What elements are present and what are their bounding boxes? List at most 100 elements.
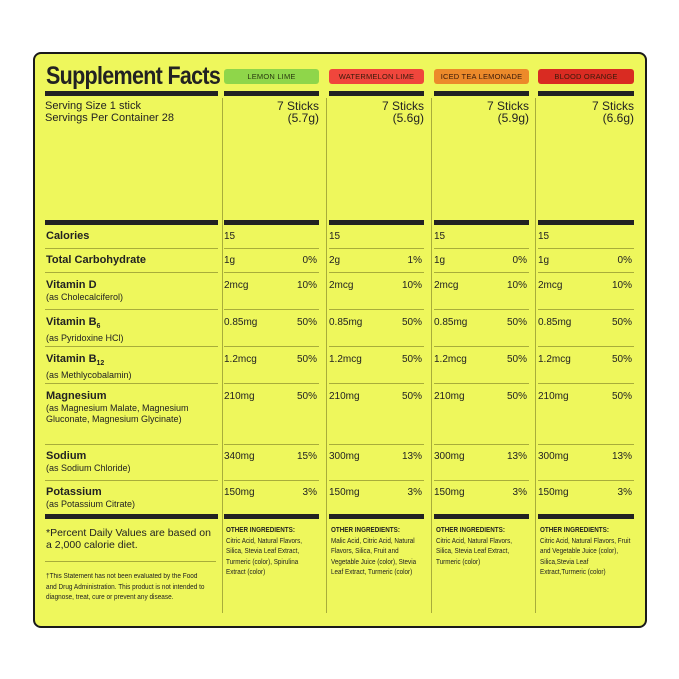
- nutrient-label: Total Carbohydrate: [46, 254, 221, 267]
- row-divider: [434, 272, 529, 273]
- daily-value-note: *Percent Daily Values are based on a 2,0…: [46, 527, 211, 551]
- nutrient-label: Magnesium (as Magnesium Malate, Magnesium…: [46, 390, 221, 425]
- row-divider: [538, 383, 634, 384]
- nutrient-name: Magnesium: [46, 390, 107, 402]
- nutrient-label: Vitamin B6 (as Pyridoxine HCl): [46, 316, 221, 344]
- ingredients-list: Citric Acid, Natural Flavors, Silica, St…: [436, 537, 512, 566]
- divider: [329, 220, 424, 225]
- column-divider: [431, 98, 432, 613]
- nutrient-subscript: 6: [96, 323, 101, 331]
- nutrient-name: Total Carbohydrate: [46, 254, 147, 266]
- other-ingredients: OTHER INGREDIENTS: Citric Acid, Natural F…: [226, 526, 317, 579]
- amount: 210mg: [434, 391, 465, 402]
- fda-disclaimer: †This Statement has not been evaluated b…: [46, 573, 205, 601]
- amount: 1.2mcg: [329, 354, 362, 365]
- row-divider: [538, 248, 634, 249]
- row-divider: [45, 248, 218, 249]
- row-divider: [538, 444, 634, 445]
- divider: [45, 220, 218, 225]
- row-divider: [224, 383, 319, 384]
- nutrient-name: Vitamin D: [46, 279, 97, 291]
- row-divider: [538, 309, 634, 310]
- row-divider: [434, 383, 529, 384]
- column-divider: [326, 98, 327, 613]
- row-divider: [434, 346, 529, 347]
- amount: 15: [224, 231, 236, 242]
- row-divider: [329, 309, 424, 310]
- flavor-serving: 7 Sticks (5.7g): [224, 100, 319, 124]
- divider: [329, 514, 424, 519]
- daily-value-percent: 50%: [506, 317, 527, 328]
- daily-value-percent: 13%: [611, 451, 632, 462]
- nutrient-label: Calories: [46, 230, 221, 243]
- column-divider: [222, 98, 223, 613]
- row-divider: [329, 444, 424, 445]
- daily-value-percent: 0%: [617, 255, 632, 266]
- nutrient-label: Vitamin B12 (as Methlycobalamin): [46, 353, 221, 381]
- nutrient-label: Potassium (as Potassium Citrate): [46, 486, 221, 510]
- divider: [329, 91, 424, 96]
- nutrient-source: (as Potassium Citrate): [46, 499, 136, 509]
- daily-value-percent: 50%: [506, 391, 527, 402]
- row-divider: [224, 248, 319, 249]
- amount: 1.2mcg: [224, 354, 257, 365]
- flavor-badge: Watermelon Lime: [329, 69, 424, 84]
- row-divider: [434, 480, 529, 481]
- other-ingredients: OTHER INGREDIENTS: Citric Acid, Natural F…: [540, 526, 632, 579]
- divider: [434, 220, 529, 225]
- nutrient-source: (as Pyridoxine HCl): [46, 333, 124, 344]
- daily-value-percent: 50%: [401, 317, 422, 328]
- amount: 15: [538, 231, 550, 242]
- row-divider: [45, 444, 218, 445]
- amount: 150mg: [329, 487, 360, 498]
- serving-sticks: 7 Sticks: [486, 99, 529, 113]
- amount: 340mg: [224, 451, 255, 462]
- daily-value-percent: 3%: [302, 487, 317, 498]
- other-ingredients-label: OTHER INGREDIENTS:: [436, 527, 505, 534]
- amount: 15: [434, 231, 446, 242]
- row-divider: [45, 272, 218, 273]
- amount: 150mg: [538, 487, 569, 498]
- nutrient-name: Sodium: [46, 450, 87, 462]
- daily-value-percent: 50%: [611, 354, 632, 365]
- daily-value-percent: 13%: [506, 451, 527, 462]
- amount: 2g: [329, 255, 341, 266]
- amount: 150mg: [434, 487, 465, 498]
- row-divider: [45, 383, 218, 384]
- amount: 1.2mcg: [434, 354, 467, 365]
- divider: [224, 91, 319, 96]
- ingredients-list: Malic Acid, Citric Acid, Natural Flavors…: [331, 537, 417, 577]
- row-divider: [45, 480, 218, 481]
- amount: 0.85mg: [329, 317, 363, 328]
- daily-value-percent: 10%: [611, 280, 632, 291]
- daily-value-percent: 3%: [617, 487, 632, 498]
- amount: 2mcg: [538, 280, 563, 291]
- serving-size: Serving Size 1 stick: [45, 100, 141, 112]
- nutrient-label: Sodium (as Sodium Chloride): [46, 450, 221, 474]
- amount: 2mcg: [434, 280, 459, 291]
- row-divider: [538, 480, 634, 481]
- row-divider: [224, 480, 319, 481]
- flavor-badge: Blood Orange: [538, 69, 634, 84]
- daily-value-percent: 0%: [302, 255, 317, 266]
- divider: [224, 220, 319, 225]
- flavor-serving: 7 Sticks (5.6g): [329, 100, 424, 124]
- daily-value-percent: 50%: [296, 317, 317, 328]
- nutrient-label: Vitamin D (as Cholecalciferol): [46, 279, 221, 303]
- row-divider: [538, 346, 634, 347]
- amount: 15: [329, 231, 341, 242]
- divider: [538, 91, 634, 96]
- row-divider: [329, 346, 424, 347]
- row-divider: [434, 309, 529, 310]
- amount: 2mcg: [329, 280, 354, 291]
- row-divider: [434, 248, 529, 249]
- nutrient-source: (as Methlycobalamin): [46, 370, 132, 381]
- serving-weight: (5.6g): [392, 111, 424, 125]
- row-divider: [45, 309, 218, 310]
- amount: 300mg: [329, 451, 360, 462]
- row-divider: [224, 346, 319, 347]
- daily-value-percent: 50%: [611, 317, 632, 328]
- row-divider: [224, 272, 319, 273]
- daily-value-percent: 15%: [296, 451, 317, 462]
- amount: 210mg: [329, 391, 360, 402]
